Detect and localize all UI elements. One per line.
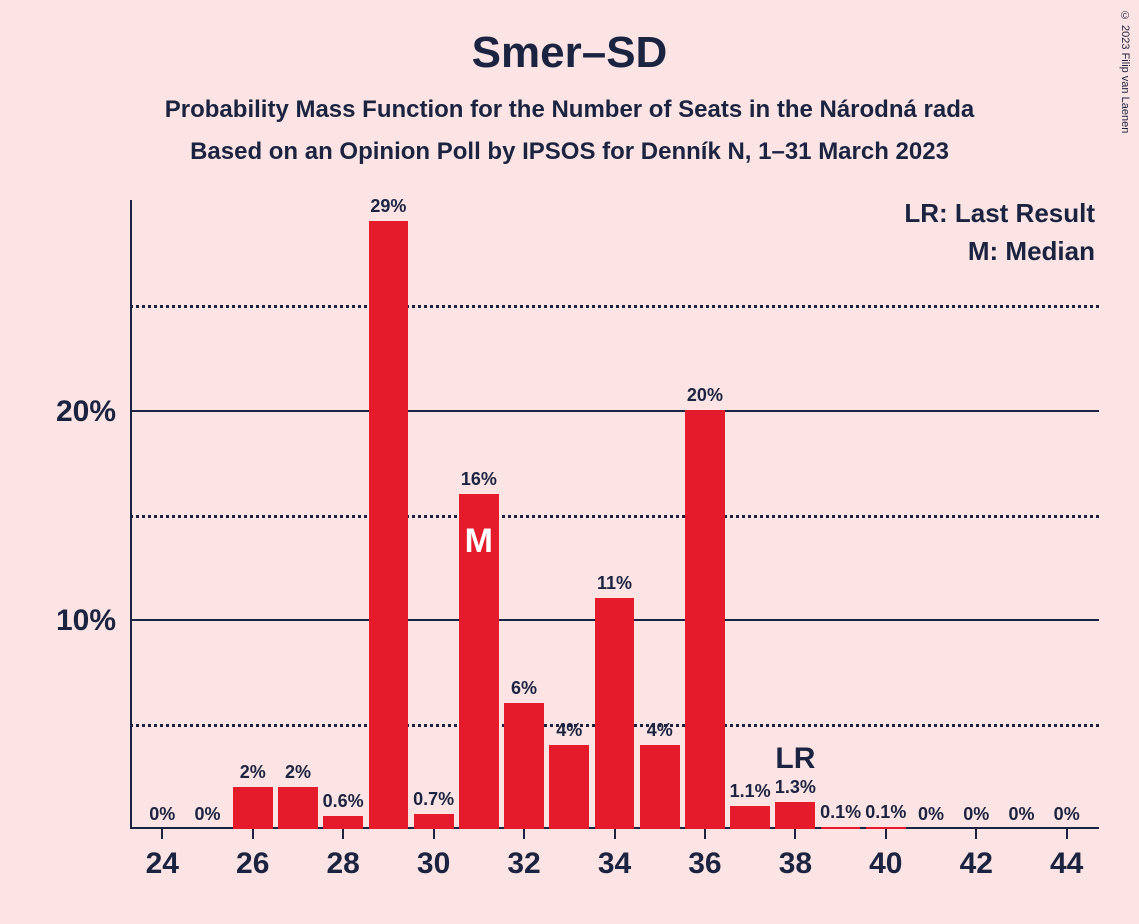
x-tick-label: 42 <box>960 847 993 881</box>
chart-title: Smer–SD <box>0 0 1139 78</box>
bar-value-label: 29% <box>370 196 406 221</box>
x-tick-mark <box>342 829 344 839</box>
bar <box>549 745 589 829</box>
chart-subtitle-1: Probability Mass Function for the Number… <box>0 96 1139 124</box>
x-tick-label: 32 <box>507 847 540 881</box>
bar-value-label: 11% <box>597 573 632 598</box>
bar <box>821 827 861 829</box>
x-tick-label: 28 <box>326 847 359 881</box>
x-tick-mark <box>704 829 706 839</box>
legend-lr: LR: Last Result <box>904 198 1095 229</box>
bar-value-label: 0.1% <box>820 802 861 827</box>
legend-m: M: Median <box>968 236 1095 267</box>
bar-value-label: 1.3% <box>775 777 816 802</box>
bar-value-label: 6% <box>511 678 537 703</box>
bar-value-label: 0% <box>1008 804 1034 829</box>
bar-value-label: 4% <box>647 720 673 745</box>
bar <box>323 816 363 829</box>
x-tick-label: 26 <box>236 847 269 881</box>
x-tick-mark <box>794 829 796 839</box>
x-tick-mark <box>885 829 887 839</box>
bar-value-label: 2% <box>240 762 266 787</box>
x-tick-label: 38 <box>779 847 812 881</box>
bar-value-label: 0% <box>195 804 221 829</box>
chart-subtitle-2: Based on an Opinion Poll by IPSOS for De… <box>0 138 1139 166</box>
x-tick-label: 36 <box>688 847 721 881</box>
x-tick-mark <box>161 829 163 839</box>
median-mark: M <box>465 522 493 561</box>
chart-container: LR: Last Result M: Median 10% 20% 0% 0% 2% 2%… <box>30 200 1109 894</box>
y-tick-label: 10% <box>56 604 116 638</box>
bar-value-label: 0% <box>963 804 989 829</box>
y-tick-label: 20% <box>56 395 116 429</box>
bar-value-label: 0% <box>149 804 175 829</box>
x-tick-mark <box>614 829 616 839</box>
x-tick-mark <box>523 829 525 839</box>
x-tick-mark <box>252 829 254 839</box>
bar-value-label: 20% <box>687 385 723 410</box>
copyright-text: © 2023 Filip van Laenen <box>1119 10 1131 133</box>
bar-value-label: 0.7% <box>413 789 454 814</box>
x-tick-label: 40 <box>869 847 902 881</box>
gridline-major: 20% <box>130 410 1099 412</box>
gridline-minor <box>130 305 1099 308</box>
lr-mark: LR <box>775 742 815 776</box>
bar <box>730 806 770 829</box>
x-tick-label: 44 <box>1050 847 1083 881</box>
bar-value-label: 1.1% <box>730 781 771 806</box>
bar-value-label: 2% <box>285 762 311 787</box>
bar-value-label: 4% <box>556 720 582 745</box>
x-tick-mark <box>433 829 435 839</box>
bar <box>595 598 635 829</box>
gridline-minor <box>130 515 1099 518</box>
x-tick-label: 24 <box>146 847 179 881</box>
x-tick-mark <box>975 829 977 839</box>
bar <box>233 787 273 829</box>
bar-value-label: 16% <box>461 469 497 494</box>
bar-value-label: 0.6% <box>323 791 364 816</box>
x-tick-label: 34 <box>598 847 631 881</box>
bar <box>775 802 815 829</box>
bar <box>640 745 680 829</box>
bar <box>685 410 725 829</box>
bar-value-label: 0% <box>1054 804 1080 829</box>
x-tick-mark <box>1066 829 1068 839</box>
bar-value-label: 0% <box>918 804 944 829</box>
bar <box>369 221 409 829</box>
bar-value-label: 0.1% <box>865 802 906 827</box>
bar <box>504 703 544 829</box>
bar <box>414 814 454 829</box>
x-tick-label: 30 <box>417 847 450 881</box>
plot-area: LR: Last Result M: Median 10%20%0%0%2%2%… <box>130 200 1099 829</box>
bar <box>278 787 318 829</box>
